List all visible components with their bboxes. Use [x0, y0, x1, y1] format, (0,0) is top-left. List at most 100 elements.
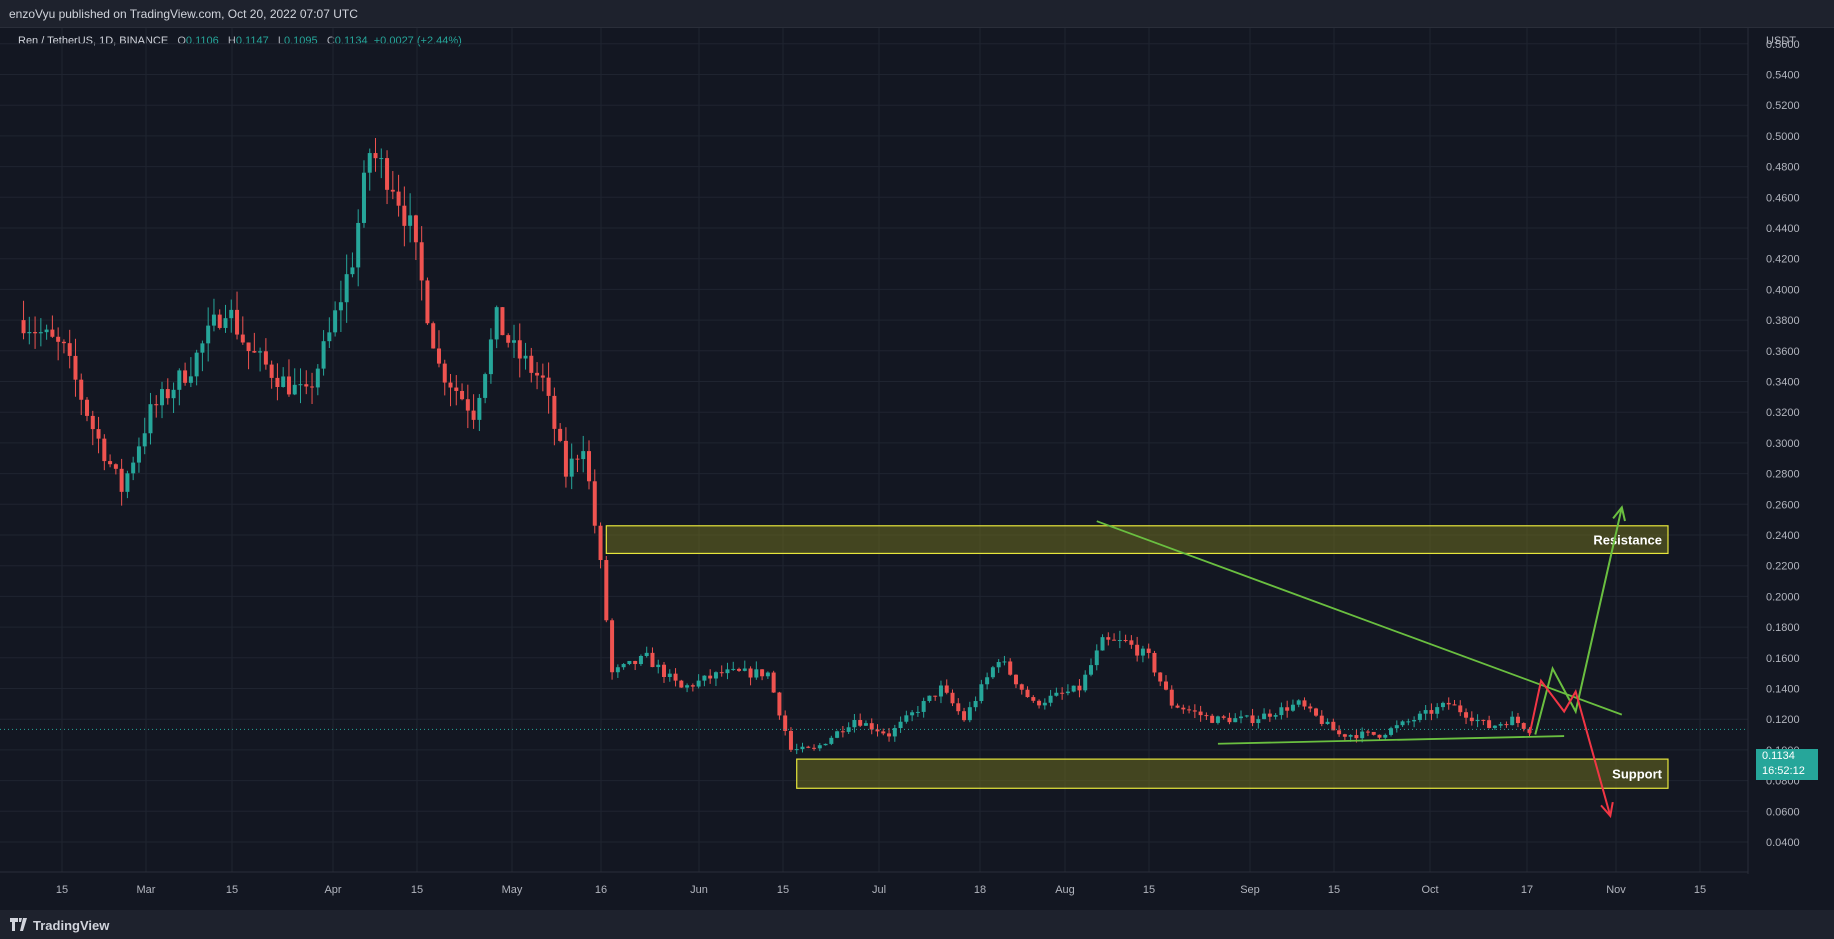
candle-down — [96, 429, 101, 439]
time-tick-label: 15 — [1143, 884, 1155, 896]
candle-down — [558, 428, 563, 441]
price-tick-label: 0.0600 — [1766, 806, 1800, 818]
candle-down — [85, 399, 90, 416]
candle-down — [587, 451, 591, 482]
candle-down — [944, 685, 949, 693]
candle-down — [771, 672, 776, 693]
resistance-label: Resistance — [1593, 533, 1662, 548]
candle-up — [315, 368, 320, 388]
candle-down — [1452, 704, 1457, 706]
candle-down — [1181, 707, 1186, 710]
candle-up — [1360, 731, 1365, 739]
last-price-tag: 0.1134 16:52:12 — [1756, 749, 1818, 780]
time-tick-label: Jul — [872, 884, 886, 896]
candle-up — [1083, 674, 1088, 691]
candle-down — [217, 314, 222, 328]
time-tick-label: 17 — [1521, 884, 1533, 896]
candle-up — [967, 707, 972, 721]
candle-down — [563, 440, 568, 477]
time-tick-label: 18 — [974, 884, 986, 896]
publisher-text: enzoVyu published on TradingView.com, Oc… — [9, 7, 358, 21]
candle-down — [1135, 644, 1140, 656]
candle-up — [1140, 648, 1145, 656]
candle-up — [511, 340, 516, 343]
support-label: Support — [1612, 767, 1662, 782]
price-tick-label: 0.5200 — [1766, 100, 1800, 112]
candle-up — [1256, 719, 1261, 724]
candle-up — [973, 700, 978, 708]
resistance-zone — [605, 525, 1669, 555]
candle-down — [102, 438, 107, 462]
candle-down — [1187, 709, 1192, 711]
candle-up — [327, 332, 332, 342]
candle-down — [1354, 735, 1359, 739]
candle-down — [240, 334, 245, 343]
candle-down — [385, 158, 390, 190]
candle-up — [344, 274, 349, 303]
candle-down — [1487, 720, 1492, 728]
candle-down — [413, 215, 418, 243]
candle-up — [1325, 721, 1330, 724]
candle-down — [546, 377, 551, 396]
brand-name[interactable]: TradingView — [33, 918, 110, 933]
bar-countdown: 16:52:12 — [1762, 765, 1805, 777]
candle-down — [604, 560, 609, 621]
candle-down — [788, 730, 793, 750]
candle-down — [471, 410, 476, 420]
candle-down — [1314, 708, 1319, 716]
candle-up — [1100, 637, 1105, 651]
time-axis: 15 Mar 15 Apr 15 May 16 Jun 15 Jul 18 Aug 15 Sep 15 Oct… — [0, 871, 1748, 896]
top-bar: enzoVyu published on TradingView.com, Oc… — [0, 0, 1834, 28]
candle-up — [1042, 702, 1047, 706]
candle-up — [321, 341, 326, 369]
candle-down — [460, 390, 465, 400]
price-tick-label: 0.0400 — [1766, 837, 1800, 849]
candle-down — [517, 340, 522, 359]
candle-up — [927, 695, 932, 702]
candle-up — [1002, 661, 1007, 663]
price-chart[interactable]: Resistance Support 0.5600 0.5400 0.5200 0.50… — [0, 28, 1834, 910]
time-tick-label: 15 — [226, 884, 238, 896]
candle-down — [119, 468, 124, 492]
candle-up — [979, 684, 984, 701]
candle-down — [1227, 717, 1232, 723]
candle-down — [165, 389, 170, 399]
candle-up — [581, 451, 586, 460]
candle-up — [615, 667, 620, 673]
price-tick-label: 0.4400 — [1766, 223, 1800, 235]
candle-down — [246, 342, 251, 352]
candle-up — [892, 728, 897, 737]
candle-down — [402, 205, 407, 226]
candle-down — [500, 307, 505, 336]
candle-up — [1510, 716, 1515, 726]
candle-down — [673, 673, 678, 681]
candle-up — [638, 656, 643, 665]
candle-down — [1377, 734, 1382, 738]
candle-up — [1296, 700, 1301, 705]
time-tick-label: 15 — [411, 884, 423, 896]
candle-down — [506, 335, 511, 343]
candle-up — [794, 749, 799, 751]
price-tick-label: 0.2600 — [1766, 499, 1800, 511]
last-price: 0.1134 — [1762, 750, 1795, 762]
candle-down — [275, 377, 280, 387]
candle-up — [494, 307, 499, 340]
time-tick-label: Sep — [1240, 884, 1260, 896]
candle-down — [933, 695, 938, 697]
price-tick-label: 0.1800 — [1766, 622, 1800, 634]
candle-up — [136, 446, 141, 463]
candle-down — [840, 731, 845, 733]
candle-down — [1464, 712, 1469, 718]
candle-up — [1400, 721, 1405, 726]
candle-up — [1215, 716, 1220, 723]
price-tick-label: 0.4600 — [1766, 192, 1800, 204]
candle-down — [465, 399, 470, 411]
candle-down — [1060, 692, 1065, 694]
candle-down — [419, 242, 424, 281]
candle-up — [835, 731, 840, 738]
candle-down — [252, 351, 257, 353]
candle-down — [1458, 705, 1463, 713]
candle-down — [61, 341, 66, 344]
candle-down — [708, 675, 713, 679]
price-tick-label: 0.3600 — [1766, 346, 1800, 358]
